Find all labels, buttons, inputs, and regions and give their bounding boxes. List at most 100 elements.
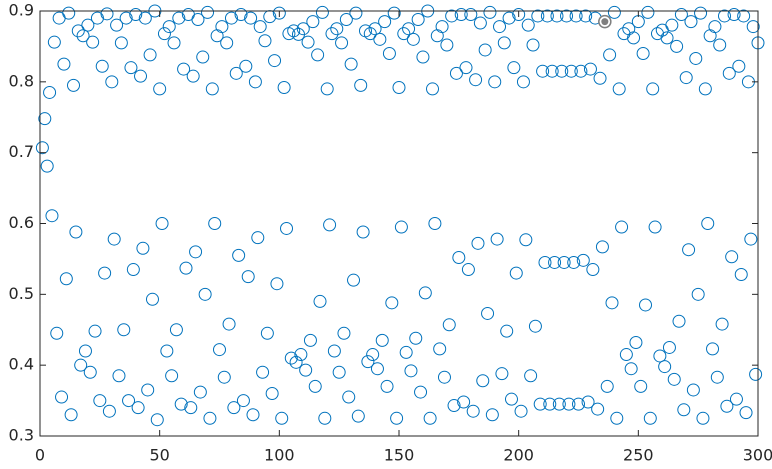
data-point (516, 75, 530, 89)
data-point (579, 9, 593, 23)
data-point (490, 232, 504, 246)
x-tick-label: 300 (743, 446, 772, 465)
data-point (351, 409, 365, 423)
data-point (342, 390, 356, 404)
data-point (110, 18, 124, 32)
data-point (268, 54, 282, 68)
x-tick-label: 50 (149, 446, 169, 465)
data-point (548, 255, 562, 269)
data-point (732, 59, 746, 73)
data-point (437, 370, 451, 384)
data-point (330, 22, 344, 36)
data-point (708, 20, 722, 34)
data-point (509, 266, 523, 280)
data-point (641, 5, 655, 19)
data-point (454, 8, 468, 22)
y-tick-label: 0.8 (9, 71, 34, 90)
data-point (540, 9, 554, 23)
data-point (47, 35, 61, 49)
data-point (528, 319, 542, 333)
data-point (433, 342, 447, 356)
data-point (335, 36, 349, 50)
data-point (612, 82, 626, 96)
data-point (138, 11, 152, 25)
data-point (100, 7, 114, 21)
data-point (629, 336, 643, 349)
data-point (143, 48, 157, 62)
data-point (605, 296, 619, 310)
data-point (43, 85, 57, 99)
data-point (567, 255, 581, 269)
data-point (83, 365, 97, 379)
data-point (643, 411, 657, 425)
data-point (366, 348, 380, 362)
data-point (370, 362, 384, 376)
data-point (667, 372, 681, 386)
data-point (715, 317, 729, 331)
data-point (208, 217, 222, 230)
data-point (713, 38, 727, 52)
data-point (339, 13, 353, 26)
data-point (76, 29, 90, 43)
data-point (476, 374, 490, 388)
data-point (303, 333, 317, 347)
data-point (236, 394, 250, 408)
data-point (483, 5, 497, 19)
data-point (378, 15, 392, 29)
data-point (662, 340, 676, 354)
data-point (93, 394, 107, 408)
data-point (275, 411, 289, 425)
data-point (600, 379, 614, 393)
y-tick-label: 0.9 (9, 1, 34, 20)
y-tick-label: 0.7 (9, 142, 34, 161)
data-point (337, 326, 351, 340)
highlight-dot (601, 18, 609, 26)
data-point (536, 64, 550, 78)
data-point (373, 32, 387, 46)
data-point (593, 71, 607, 85)
data-point (289, 355, 303, 369)
data-point (246, 408, 260, 422)
data-point (50, 326, 64, 340)
y-tick-label: 0.5 (9, 284, 34, 303)
data-point (256, 365, 270, 379)
data-point (95, 59, 109, 73)
data-point (576, 253, 590, 267)
data-point (634, 379, 648, 393)
data-point (88, 324, 102, 338)
data-point (495, 367, 509, 381)
data-point (385, 296, 399, 310)
data-point (196, 50, 210, 64)
data-point (684, 15, 698, 29)
data-point (526, 38, 540, 52)
data-point (452, 251, 466, 264)
x-tick-label: 0 (35, 446, 45, 465)
x-tick-label: 150 (384, 446, 415, 465)
data-point (239, 59, 253, 73)
data-point (174, 397, 188, 411)
data-point (569, 9, 583, 23)
data-point (464, 8, 478, 22)
data-point (717, 9, 731, 23)
data-point (287, 24, 301, 38)
data-point (636, 47, 650, 60)
data-point (406, 32, 420, 46)
data-point (134, 69, 148, 83)
data-point (184, 401, 198, 415)
data-point (311, 48, 325, 62)
data-point (672, 314, 686, 328)
data-point (404, 364, 418, 378)
data-point (658, 360, 672, 374)
data-point (40, 159, 54, 173)
data-point (299, 363, 313, 377)
data-point (610, 411, 624, 425)
data-point (124, 61, 138, 75)
data-point (205, 82, 219, 96)
data-point (325, 27, 339, 41)
data-point (531, 9, 545, 23)
data-point (186, 69, 200, 83)
data-point (55, 390, 69, 404)
data-point (270, 277, 284, 291)
data-point (485, 408, 499, 422)
